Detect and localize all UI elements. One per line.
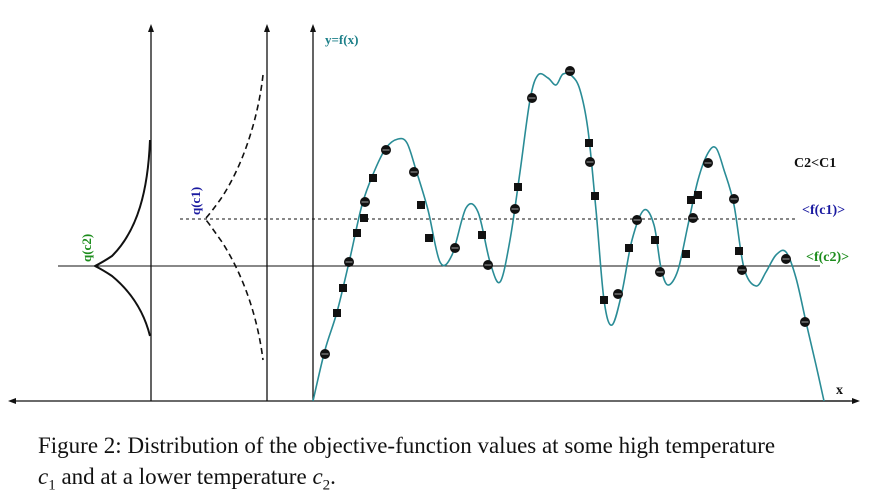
sample-square-marker xyxy=(600,296,608,304)
figure-caption: Figure 2: Distribution of the objective-… xyxy=(38,430,868,502)
sample-square-marker xyxy=(651,236,659,244)
sample-square-marker xyxy=(591,192,599,200)
sample-square-marker xyxy=(425,234,433,242)
relation-label: C2<C1 xyxy=(794,156,836,171)
caption-middle: and at a lower temperature xyxy=(55,464,313,489)
caption-c1: c1 xyxy=(38,464,56,494)
sample-square-marker xyxy=(478,231,486,239)
sample-square-marker xyxy=(625,244,633,252)
caption-c2: c2 xyxy=(312,464,331,494)
sample-square-marker xyxy=(682,250,690,258)
q-c1-label: q(c1) xyxy=(188,187,203,215)
sample-square-marker xyxy=(353,229,361,237)
sample-square-marker xyxy=(694,191,702,199)
f-c2-label: <f(c2)> xyxy=(806,250,849,265)
objective-function-curve xyxy=(312,72,825,402)
sample-square-marker xyxy=(514,183,522,191)
sample-square-marker xyxy=(333,309,341,317)
sample-square-marker xyxy=(417,201,425,209)
y-axis-label: y=f(x) xyxy=(325,32,358,47)
q-c2-label: q(c2) xyxy=(79,234,94,262)
sample-square-marker xyxy=(339,284,347,292)
sample-square-marker xyxy=(585,139,593,147)
caption-suffix: . xyxy=(330,464,336,489)
sample-square-marker xyxy=(735,247,743,255)
q-c2-distribution-curve xyxy=(92,139,151,337)
f-c1-label: <f(c1)> xyxy=(802,203,845,218)
caption-prefix: Figure 2: Distribution of the objective-… xyxy=(38,433,776,458)
sample-square-marker xyxy=(687,196,695,204)
sample-square-marker xyxy=(369,174,377,182)
x-axis-label: x xyxy=(836,383,843,398)
sample-markers xyxy=(320,66,810,359)
q-c1-distribution-curve xyxy=(203,74,264,361)
sample-square-marker xyxy=(360,214,368,222)
figure-diagram: y=f(x) x C2<C1 <f(c1)> <f(c2)> q(c1) q(c… xyxy=(8,24,860,404)
